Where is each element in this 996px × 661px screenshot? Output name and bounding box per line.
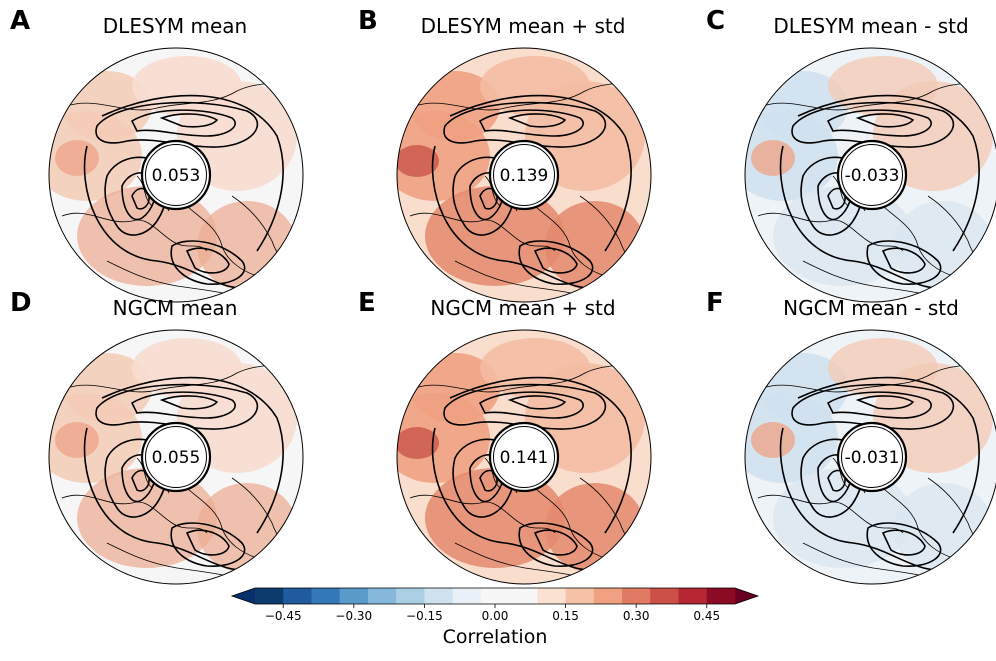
polar-map: 0.139 — [396, 47, 652, 303]
panel-letter: E — [358, 288, 376, 318]
polar-map: 0.055 — [48, 329, 304, 585]
colorbar-cell — [678, 588, 708, 604]
map-panel-b: B DLESYM mean + std 0.139 — [358, 6, 658, 303]
correlation-value: 0.139 — [500, 166, 549, 186]
colorbar-cell — [509, 588, 538, 604]
colorbar-cell — [622, 588, 651, 604]
map-panel-a: A DLESYM mean 0.053 — [10, 6, 310, 303]
colorbar-cell — [650, 588, 679, 604]
panel-letter: F — [706, 288, 724, 318]
map-panel-f: F NGCM mean - std -0.031 — [706, 288, 996, 585]
correlation-value: 0.141 — [500, 448, 549, 468]
colorbar-cell — [565, 588, 595, 604]
map-panel-e: E NGCM mean + std 0.141 — [358, 288, 658, 585]
panel-title: NGCM mean + std — [430, 296, 616, 320]
colorbar-label: Correlation — [442, 626, 548, 648]
colorbar-cell — [424, 588, 454, 604]
colorbar-cell — [593, 588, 623, 604]
panel-title: DLESYM mean - std — [773, 14, 969, 38]
colorbar-cell — [367, 588, 397, 604]
colorbar-cell — [537, 588, 566, 604]
correlation-value: 0.055 — [152, 448, 201, 468]
colorbar-tick-label: −0.45 — [265, 609, 302, 622]
correlation-value: -0.033 — [845, 166, 900, 186]
colorbar-cell — [283, 588, 312, 604]
panel-title: DLESYM mean + std — [420, 14, 626, 38]
colorbar: −0.45 −0.30 −0.15 0.00 0.15 0.30 0.45 — [230, 587, 760, 622]
colorbar-tick-label: 0.00 — [482, 609, 509, 622]
colorbar-under-arrow — [232, 588, 255, 604]
map-panel-c: C DLESYM mean - std -0.033 — [706, 6, 996, 303]
colorbar-cell — [339, 588, 369, 604]
colorbar-tick-label: 0.15 — [552, 609, 579, 622]
colorbar-tick-label: −0.30 — [335, 609, 372, 622]
polar-map: -0.031 — [744, 329, 996, 585]
colorbar-over-arrow — [735, 588, 758, 604]
panel-title: DLESYM mean — [102, 14, 248, 38]
correlation-value: 0.053 — [152, 166, 201, 186]
colorbar-cell — [452, 588, 482, 604]
panel-title: NGCM mean - std — [783, 296, 959, 320]
colorbar-cell — [480, 588, 510, 604]
panel-letter: B — [358, 6, 378, 36]
polar-map: -0.033 — [744, 47, 996, 303]
map-panel-d: D NGCM mean 0.055 — [10, 288, 310, 585]
panel-letter: D — [10, 288, 32, 318]
colorbar-tick-label: 0.30 — [623, 609, 650, 622]
polar-map: 0.053 — [48, 47, 304, 303]
colorbar-cell — [396, 588, 425, 604]
panel-letter: A — [10, 6, 31, 36]
polar-map: 0.141 — [396, 329, 652, 585]
panel-title: NGCM mean — [112, 296, 238, 320]
colorbar-tick-label: 0.45 — [693, 609, 720, 622]
colorbar-cell — [255, 588, 284, 604]
colorbar-cell — [311, 588, 341, 604]
colorbar-tick-label: −0.15 — [406, 609, 443, 622]
panel-letter: C — [706, 6, 726, 36]
correlation-value: -0.031 — [845, 448, 900, 468]
colorbar-cell — [706, 588, 736, 604]
